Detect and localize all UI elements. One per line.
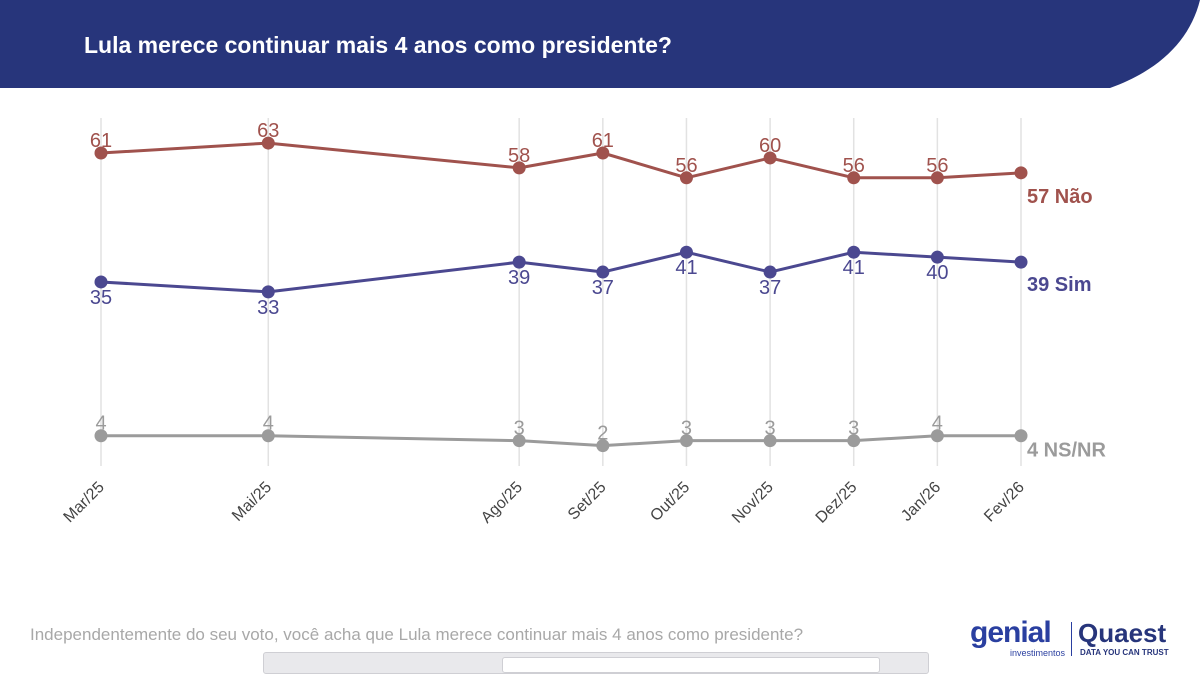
series-line bbox=[100, 250, 1022, 294]
data-point bbox=[261, 285, 275, 299]
data-point bbox=[679, 434, 693, 448]
bottom-toolbar bbox=[263, 652, 929, 674]
data-label: 3 bbox=[514, 418, 525, 440]
data-label: 56 bbox=[675, 155, 697, 177]
data-point bbox=[596, 265, 610, 279]
data-point bbox=[847, 434, 861, 448]
data-label: 58 bbox=[508, 145, 530, 167]
x-tick-label: Mai/25 bbox=[229, 479, 275, 525]
toolbar-field[interactable] bbox=[502, 657, 880, 673]
quaest-logo-tagline: DATA YOU CAN TRUST bbox=[1080, 648, 1169, 657]
data-label: 4 bbox=[263, 413, 274, 435]
data-label: 41 bbox=[675, 257, 697, 279]
data-point bbox=[512, 434, 526, 448]
data-label: 37 bbox=[592, 277, 614, 299]
data-label: 3 bbox=[681, 418, 692, 440]
data-point bbox=[1014, 166, 1028, 180]
logos: genial investimentos Quaest DATA YOU CAN… bbox=[970, 616, 1180, 664]
data-point bbox=[930, 171, 944, 185]
data-label: 40 bbox=[926, 262, 948, 284]
data-point bbox=[1014, 429, 1028, 443]
question-footnote: Independentemente do seu voto, você acha… bbox=[30, 625, 804, 644]
data-point bbox=[261, 429, 275, 443]
data-label: 37 bbox=[759, 277, 781, 299]
data-label: 56 bbox=[843, 155, 865, 177]
header-curve-decoration bbox=[1110, 0, 1200, 88]
x-tick-label: Set/25 bbox=[565, 479, 610, 524]
data-label: 56 bbox=[926, 155, 948, 177]
header-banner: Lula merece continuar mais 4 anos como p… bbox=[0, 0, 1200, 88]
series-end-label: 4 NS/NR bbox=[1027, 440, 1106, 462]
data-point bbox=[847, 245, 861, 259]
line-chart: Mar/25 Mai/25 Ago/25 Set/25 Out/25 Nov/25 Dez/… bbox=[61, 118, 1106, 527]
series-end-label: 39 Sim bbox=[1027, 274, 1091, 296]
x-tick-label: Fev/26 bbox=[981, 479, 1028, 526]
data-point bbox=[596, 439, 610, 453]
data-label: 2 bbox=[597, 423, 608, 445]
x-tick-label: Mar/25 bbox=[61, 479, 108, 526]
data-point bbox=[94, 146, 108, 160]
genial-logo: genial bbox=[970, 616, 1052, 649]
data-label: 3 bbox=[765, 418, 776, 440]
x-tick-label: Out/25 bbox=[647, 479, 693, 525]
data-point bbox=[763, 151, 777, 165]
data-label: 61 bbox=[90, 130, 112, 152]
data-point bbox=[679, 171, 693, 185]
series-line bbox=[100, 141, 1022, 180]
logo-divider bbox=[1071, 622, 1072, 656]
data-label: 60 bbox=[759, 135, 781, 157]
data-point bbox=[763, 265, 777, 279]
series-line bbox=[101, 434, 1021, 448]
data-label: 35 bbox=[90, 287, 112, 309]
series-end-label: 57 Não bbox=[1027, 186, 1093, 208]
data-label: 4 bbox=[932, 413, 943, 435]
data-point bbox=[94, 275, 108, 289]
data-point bbox=[847, 171, 861, 185]
page-title: Lula merece continuar mais 4 anos como p… bbox=[84, 32, 672, 58]
quaest-logo: Quaest bbox=[1078, 618, 1167, 648]
data-point bbox=[763, 434, 777, 448]
data-point bbox=[512, 255, 526, 269]
x-tick-label: Dez/25 bbox=[813, 479, 861, 527]
data-point bbox=[679, 245, 693, 259]
data-point bbox=[930, 429, 944, 443]
x-tick-label: Ago/25 bbox=[478, 479, 526, 527]
x-tick-label: Jan/26 bbox=[898, 479, 944, 525]
data-point bbox=[930, 250, 944, 264]
data-point bbox=[94, 429, 108, 443]
data-point bbox=[512, 161, 526, 175]
genial-logo-subtitle: investimentos bbox=[1010, 648, 1066, 658]
x-tick-label: Nov/25 bbox=[729, 479, 777, 527]
data-label: 3 bbox=[848, 418, 859, 440]
data-label: 33 bbox=[257, 297, 279, 319]
data-label: 41 bbox=[843, 257, 865, 279]
data-label: 63 bbox=[257, 120, 279, 142]
data-point bbox=[261, 136, 275, 150]
data-label: 61 bbox=[592, 130, 614, 152]
data-label: 39 bbox=[508, 267, 530, 289]
data-point bbox=[1014, 255, 1028, 269]
data-point bbox=[596, 146, 610, 160]
data-label: 4 bbox=[95, 413, 106, 435]
